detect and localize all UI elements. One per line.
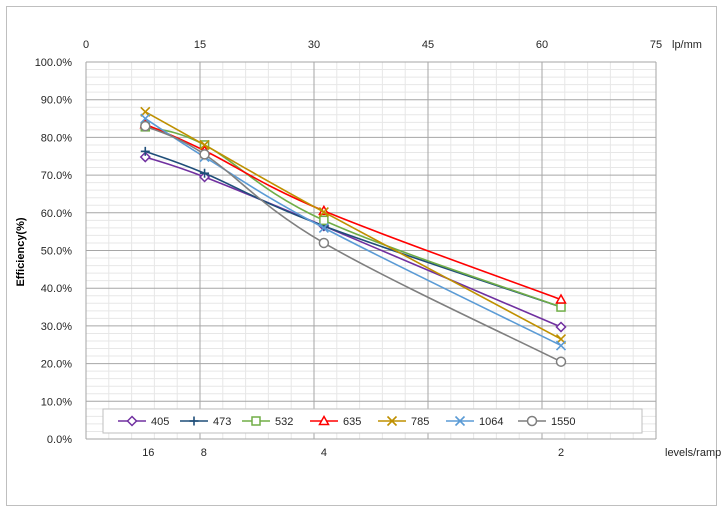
legend-item-532: 532 — [242, 416, 293, 428]
y-tick-label: 10.0% — [41, 396, 72, 408]
series-line-1550 — [144, 125, 562, 363]
legend-item-785: 785 — [378, 415, 429, 428]
legend-label: 473 — [213, 416, 231, 428]
y-tick-label: 40.0% — [41, 283, 72, 295]
legend-label: 532 — [275, 416, 293, 428]
legend-marker-1550 — [526, 415, 538, 427]
legend-marker-635 — [318, 414, 330, 426]
y-tick-label: 60.0% — [41, 208, 72, 220]
legend-item-405: 405 — [118, 415, 169, 428]
series-line-1064 — [144, 117, 562, 347]
top-tick-label: 30 — [308, 39, 320, 51]
top-tick-label: 45 — [422, 39, 434, 51]
data-point-635 — [555, 293, 567, 304]
series-line-473 — [145, 150, 562, 308]
legend-item-1064: 1064 — [446, 415, 503, 428]
bottom-tick-label: 8 — [201, 447, 207, 459]
data-point-1550 — [555, 356, 567, 367]
data-point-405 — [555, 321, 567, 333]
bottom-tick-label: 16 — [142, 447, 154, 459]
legend-marker-532 — [251, 416, 261, 426]
data-point-532 — [319, 215, 329, 226]
y-tick-label: 70.0% — [41, 170, 72, 182]
top-tick-label: 0 — [83, 39, 89, 51]
top-axis-unit: lp/mm — [672, 39, 702, 51]
legend-item-635: 635 — [310, 414, 361, 428]
y-tick-label: 90.0% — [41, 95, 72, 107]
data-point-1064 — [318, 222, 329, 233]
series-line-635 — [144, 123, 562, 301]
top-tick-label: 75 — [650, 39, 662, 51]
legend-item-473: 473 — [180, 416, 231, 428]
legend-marker-785 — [386, 415, 398, 427]
data-point-785 — [199, 139, 210, 151]
bottom-tick-label: 4 — [321, 447, 327, 459]
data-point-1550 — [199, 149, 210, 160]
legend-item-1550: 1550 — [518, 415, 575, 428]
top-tick-label: 15 — [194, 39, 206, 51]
data-point-1550 — [318, 237, 330, 249]
data-point-405 — [139, 151, 151, 163]
legend-label: 1064 — [479, 416, 503, 428]
legend-marker-1064 — [454, 415, 466, 427]
legend-label: 405 — [151, 416, 169, 428]
bottom-tick-label: 2 — [558, 447, 564, 459]
top-tick-label: 60 — [536, 39, 548, 51]
legend-label: 785 — [411, 416, 429, 428]
y-tick-label: 100.0% — [35, 57, 73, 69]
y-tick-label: 50.0% — [41, 246, 72, 258]
y-tick-label: 30.0% — [41, 321, 72, 333]
legend-label: 1550 — [551, 416, 575, 428]
y-tick-label: 0.0% — [47, 434, 72, 446]
y-axis-label: Efficiency(%) — [15, 217, 27, 286]
series-line-532 — [145, 126, 562, 308]
data-point-1064 — [140, 113, 151, 124]
legend-marker-405 — [126, 415, 138, 427]
legend-marker-473 — [189, 416, 199, 426]
series-line-785 — [144, 111, 562, 340]
legend-label: 635 — [343, 416, 361, 428]
data-point-473 — [200, 168, 210, 178]
data-point-1550 — [140, 120, 151, 132]
data-point-1064 — [555, 340, 567, 351]
y-tick-label: 20.0% — [41, 359, 72, 371]
data-point-532 — [556, 302, 566, 312]
data-point-473 — [140, 146, 150, 156]
y-tick-label: 80.0% — [41, 132, 72, 144]
data-point-785 — [318, 206, 329, 218]
bottom-axis-unit: levels/ramp — [665, 447, 721, 459]
